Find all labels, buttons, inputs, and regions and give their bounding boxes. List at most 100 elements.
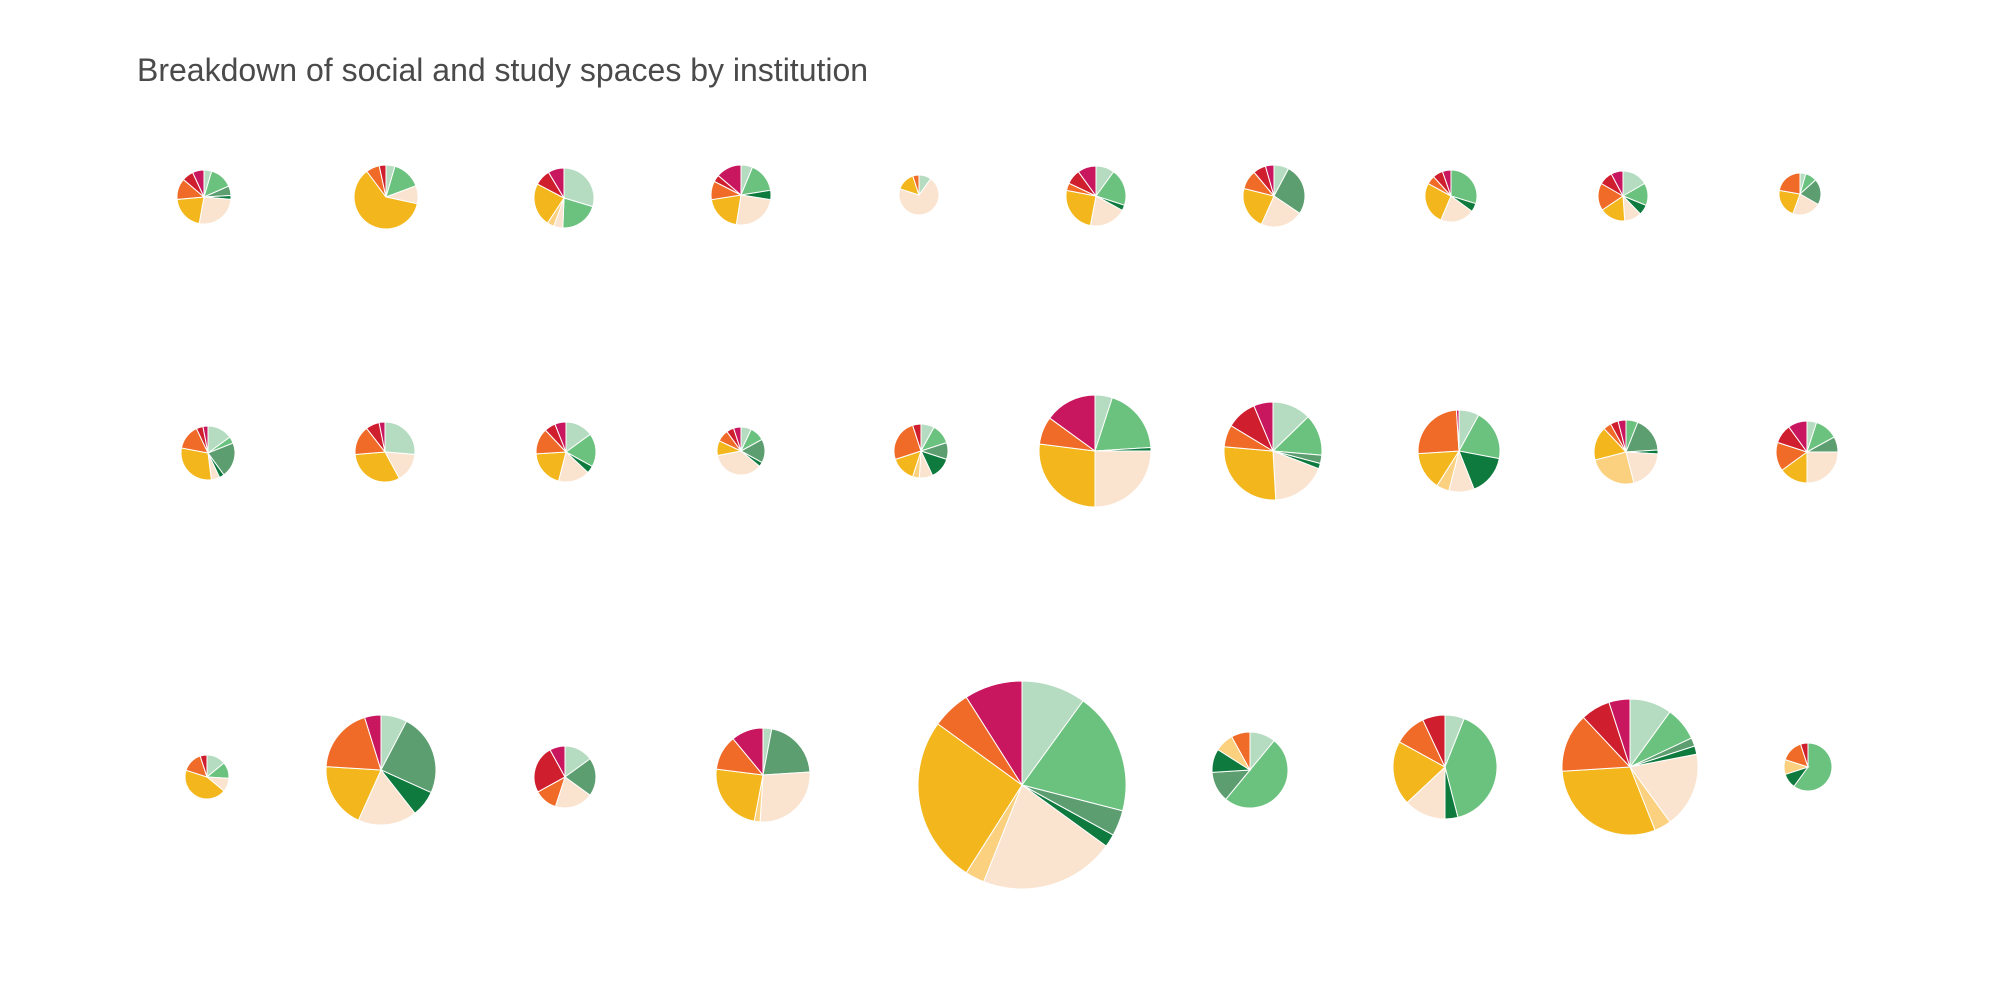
pie-2 — [353, 164, 419, 230]
pie-14 — [716, 426, 766, 476]
pie-17-slice-7 — [1223, 446, 1277, 501]
pie-23-slice-5 — [554, 776, 591, 809]
pie-17 — [1223, 401, 1323, 501]
pie-11-slice-3 — [207, 442, 236, 476]
pie-20-slice-5 — [1806, 451, 1839, 484]
pie-2-slice-9 — [378, 164, 387, 198]
pie-13-slice-7 — [535, 451, 567, 482]
pie-20-slice-10 — [1788, 420, 1808, 454]
pie-18-slice-10 — [1455, 409, 1460, 452]
pie-27-slice-7 — [1392, 741, 1446, 804]
pie-15-slice-8 — [893, 424, 922, 460]
pie-18 — [1417, 409, 1501, 493]
pie-2-slice-7 — [353, 170, 418, 230]
pie-16 — [1038, 394, 1152, 508]
pie-24-slice-10 — [732, 727, 764, 777]
pie-24-slice-5 — [759, 771, 811, 823]
pie-1-slice-10 — [191, 169, 205, 198]
pie-6-slice-7 — [1065, 189, 1097, 227]
pie-6-slice-2 — [1095, 171, 1127, 206]
pie-20 — [1775, 420, 1839, 484]
pie-7-slice-7 — [1242, 187, 1275, 225]
pie-22 — [325, 714, 437, 826]
pie-26 — [1211, 731, 1289, 809]
pie-12-slice-7 — [354, 451, 400, 483]
pie-23 — [533, 745, 597, 809]
pie-22-slice-3 — [380, 720, 437, 794]
pie-5-slice-5 — [898, 178, 940, 216]
pie-16-slice-10 — [1049, 394, 1096, 452]
pie-3 — [533, 167, 595, 229]
pie-19-slice-10 — [1617, 419, 1627, 453]
pie-16-slice-2 — [1094, 397, 1152, 452]
pie-23-slice-10 — [549, 745, 566, 778]
pie-1-slice-5 — [198, 196, 232, 225]
pie-29-slice-2 — [1793, 742, 1833, 792]
pie-12-slice-10 — [378, 421, 386, 453]
pie-12-slice-1 — [384, 421, 416, 456]
pie-8-slice-2 — [1450, 169, 1478, 205]
pie-10 — [1778, 172, 1822, 216]
pie-8-slice-10 — [1441, 169, 1452, 197]
pie-28-slice-8 — [1561, 716, 1632, 772]
pie-12 — [354, 421, 416, 483]
pie-1-slice-7 — [176, 196, 205, 225]
pie-25-slice-5 — [983, 784, 1107, 890]
pie-9 — [1597, 170, 1649, 222]
pie-6 — [1065, 165, 1127, 227]
pie-27-slice-9 — [1422, 714, 1446, 768]
pie-26-slice-8 — [1231, 731, 1251, 771]
pie-7-slice-3 — [1273, 167, 1306, 215]
pie-4-slice-5 — [735, 194, 772, 226]
pie-7-slice-10 — [1264, 164, 1275, 197]
pie-11 — [180, 425, 236, 481]
pie-26-slice-2 — [1225, 740, 1289, 809]
pie-23-slice-3 — [564, 758, 597, 796]
pie-1 — [176, 169, 232, 225]
pie-27 — [1392, 714, 1498, 820]
pie-16-slice-7 — [1038, 443, 1096, 508]
pie-15-slice-9 — [912, 423, 922, 452]
pie-4-slice-10 — [717, 164, 742, 197]
pie-3-slice-10 — [547, 167, 565, 200]
pie-28-slice-7 — [1561, 766, 1656, 836]
pie-21 — [184, 754, 230, 800]
pie-25 — [917, 680, 1127, 890]
pie-11-slice-10 — [202, 425, 209, 454]
pie-13-slice-10 — [554, 421, 567, 453]
pie-5 — [898, 174, 940, 216]
pie-17-slice-5 — [1272, 450, 1320, 501]
pie-19-slice-5 — [1625, 451, 1659, 484]
pie-28-slice-10 — [1608, 698, 1631, 768]
pie-18-slice-8 — [1417, 409, 1460, 455]
pie-24 — [715, 727, 811, 823]
pie-14-slice-5 — [716, 450, 761, 476]
pie-10-slice-8 — [1778, 172, 1801, 195]
pie-22-slice-8 — [325, 716, 382, 771]
pie-6-slice-5 — [1089, 195, 1123, 227]
pie-9-slice-10 — [1610, 170, 1624, 197]
pie-24-slice-3 — [762, 728, 811, 776]
pie-7 — [1242, 164, 1306, 228]
pie-21-slice-9 — [199, 754, 208, 778]
pie-25-slice-7 — [917, 723, 1023, 874]
pie-11-slice-7 — [180, 447, 212, 481]
pie-22-slice-7 — [325, 766, 382, 821]
pie-23-slice-9 — [533, 749, 566, 793]
pie-22-slice-5 — [357, 769, 416, 826]
pie-18-slice-2 — [1458, 414, 1501, 460]
chart-title: Breakdown of social and study spaces by … — [137, 52, 869, 88]
pie-28-slice-5 — [1629, 753, 1699, 823]
pie-5-slice-8 — [912, 174, 920, 196]
pie-22-slice-10 — [364, 714, 382, 771]
pie-19-slice-6 — [1594, 451, 1635, 485]
pie-19 — [1593, 419, 1659, 485]
pie-4-slice-7 — [710, 194, 742, 226]
pie-4 — [710, 164, 772, 226]
pie-3-slice-7 — [533, 183, 565, 224]
pie-29-slice-9 — [1799, 742, 1809, 768]
pie-16-slice-5 — [1094, 450, 1152, 508]
pie-13 — [535, 421, 597, 483]
pie-15 — [893, 423, 949, 479]
